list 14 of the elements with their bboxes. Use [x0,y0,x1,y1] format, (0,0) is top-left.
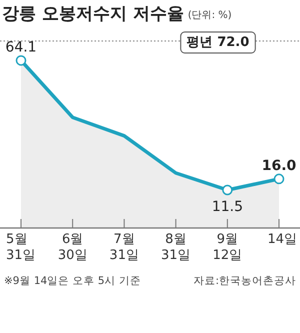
chart-title: 강릉 오봉저수지 저수율 [2,4,184,24]
x-tick-label: 7월 31일 [109,232,139,263]
data-label: 64.1 [5,39,37,56]
data-label: 11.5 [212,199,243,215]
data-label: 16.0 [262,158,297,174]
x-tick-label: 14일 [267,232,297,247]
chart-subtitle: (단위: %) [188,10,232,21]
text: ※9월 14일은 오후 5시 기준 [4,275,141,287]
x-tick-label: 9월 12일 [212,232,242,263]
x-tick-label: 5월 31일 [6,232,36,263]
ref-line-label: 평년 72.0 [186,35,250,50]
x-tick-label: 8월 31일 [161,232,191,263]
text: 자료:한국농어촌공사 [193,275,296,287]
x-tick-label: 6월 30일 [58,232,88,263]
